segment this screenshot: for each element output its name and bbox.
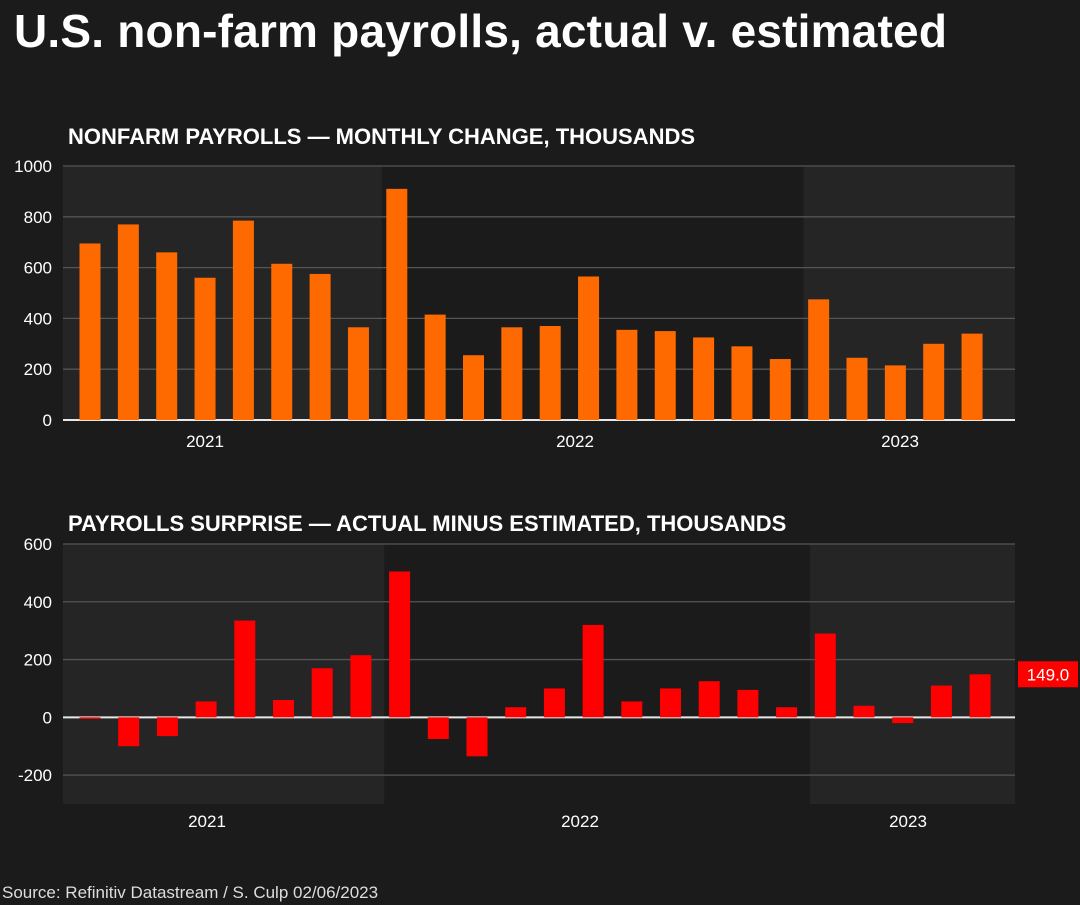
bar xyxy=(194,277,216,420)
bar xyxy=(769,359,791,420)
surprise-chart-title: PAYROLLS SURPRISE — ACTUAL MINUS ESTIMAT… xyxy=(68,511,787,536)
bar xyxy=(271,263,293,420)
bar xyxy=(195,701,217,718)
bar xyxy=(853,705,875,718)
bar xyxy=(808,299,830,420)
bar xyxy=(505,707,527,718)
bar xyxy=(79,717,101,719)
y-tick-label: 400 xyxy=(24,309,52,328)
y-tick-label: 600 xyxy=(24,535,52,554)
surprise-chart: -200 0 200 400 600 2021 2022 2023 149.0 xyxy=(18,535,1078,831)
y-tick-label: 800 xyxy=(24,208,52,227)
bar xyxy=(156,252,178,420)
y-tick-label: 600 xyxy=(24,259,52,278)
shade-band xyxy=(803,166,1015,420)
y-tick-label: 0 xyxy=(43,411,52,430)
y-tick-label: 400 xyxy=(24,593,52,612)
bar xyxy=(814,633,836,718)
bar xyxy=(616,329,638,420)
bar xyxy=(389,571,411,718)
bar xyxy=(347,327,369,420)
last-value-label: 149.0 xyxy=(1027,665,1070,684)
y-tick-label: 1000 xyxy=(14,157,52,176)
x-year-label: 2023 xyxy=(881,432,919,451)
x-year-label: 2021 xyxy=(186,432,224,451)
bar xyxy=(621,701,643,718)
bar xyxy=(424,314,446,420)
y-tick-label: 200 xyxy=(24,360,52,379)
bar xyxy=(466,717,488,757)
y-tick-label: 200 xyxy=(24,651,52,670)
bar xyxy=(892,717,914,724)
bar xyxy=(543,688,565,718)
bar xyxy=(961,333,983,420)
bar xyxy=(660,688,681,718)
bar xyxy=(737,689,759,718)
bar xyxy=(698,681,720,718)
shade-band xyxy=(63,166,382,420)
bar xyxy=(501,327,523,420)
y-tick-label: 0 xyxy=(43,708,52,727)
bar xyxy=(232,220,254,420)
bar xyxy=(923,343,945,420)
bar xyxy=(311,668,333,718)
shade-band xyxy=(809,544,1015,804)
source-note: Source: Refinitiv Datastream / S. Culp 0… xyxy=(2,883,379,902)
bar xyxy=(884,365,906,420)
x-year-label: 2023 xyxy=(889,812,927,831)
bar xyxy=(118,717,140,747)
bar xyxy=(539,326,561,420)
x-year-label: 2021 xyxy=(188,812,226,831)
main-title: U.S. non-farm payrolls, actual v. estima… xyxy=(14,5,948,57)
bar xyxy=(578,276,600,420)
bar xyxy=(273,700,294,718)
bar xyxy=(930,685,952,718)
bar xyxy=(693,337,715,420)
bar xyxy=(427,717,449,739)
bar xyxy=(156,717,178,737)
bar xyxy=(654,331,676,420)
shade-band xyxy=(63,544,385,804)
bar xyxy=(969,674,991,718)
bar xyxy=(386,188,408,420)
bar xyxy=(731,346,753,420)
last-value-badge xyxy=(1018,661,1078,688)
bar xyxy=(350,655,372,718)
bar xyxy=(463,355,484,420)
x-year-label: 2022 xyxy=(561,812,599,831)
bar xyxy=(309,273,331,420)
bar xyxy=(846,357,868,420)
payrolls-chart: 0 200 400 600 800 1000 2021 2022 2023 xyxy=(14,157,1015,451)
y-tick-label: -200 xyxy=(18,766,52,785)
payrolls-chart-title: NONFARM PAYROLLS — MONTHLY CHANGE, THOUS… xyxy=(68,124,696,149)
bar xyxy=(79,243,101,420)
bar xyxy=(776,707,798,718)
bar xyxy=(234,620,256,718)
x-year-label: 2022 xyxy=(556,432,594,451)
bar xyxy=(582,624,604,718)
bar xyxy=(117,224,139,420)
